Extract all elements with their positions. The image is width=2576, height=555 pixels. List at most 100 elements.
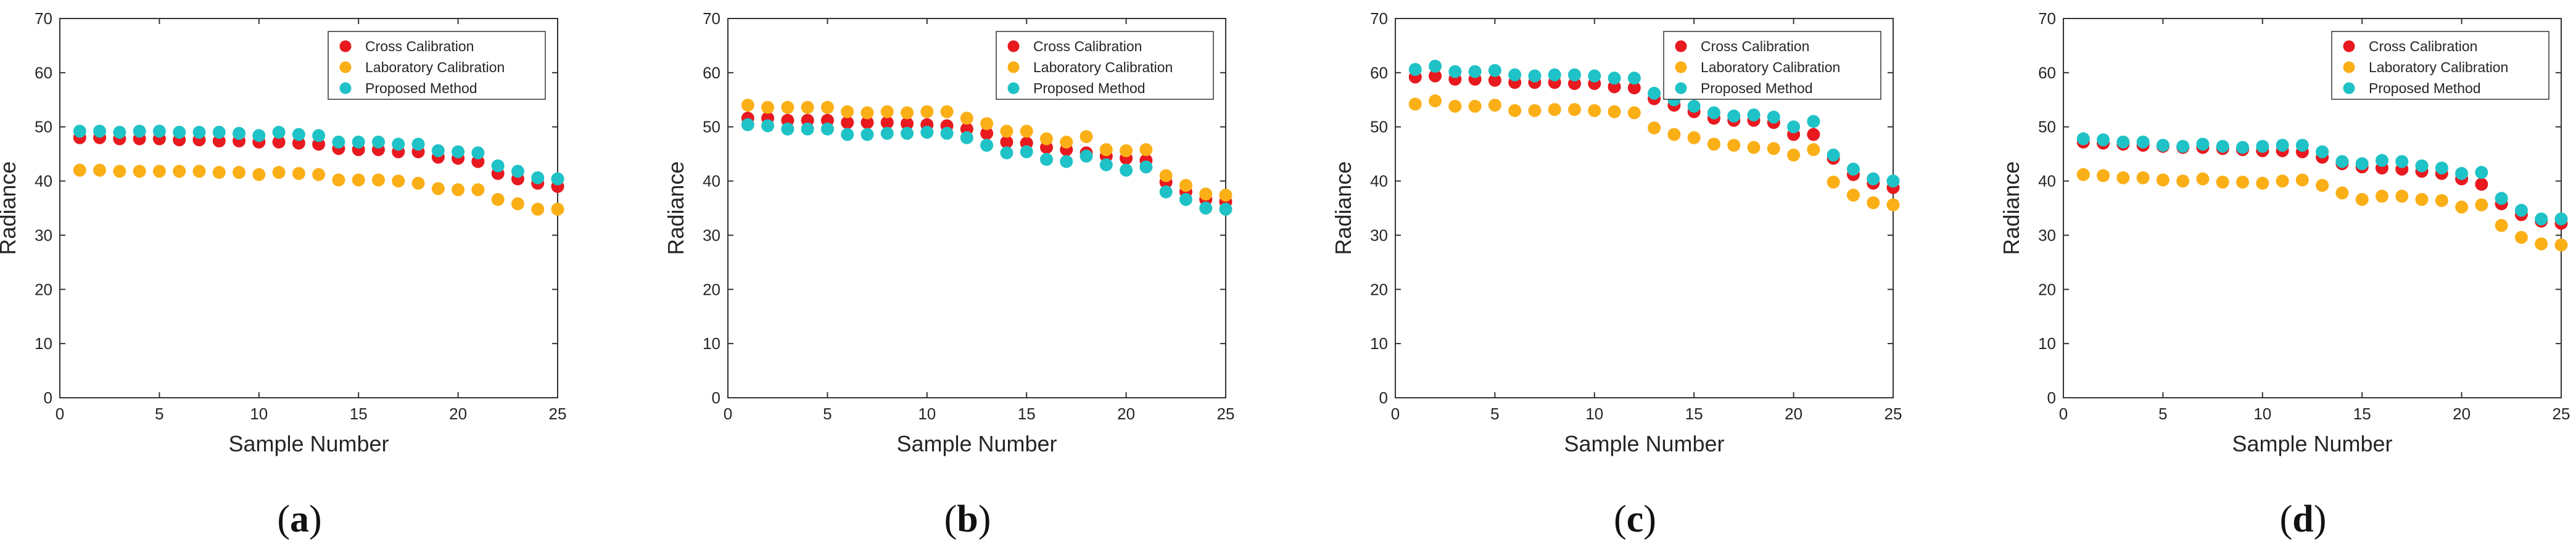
data-point-lab (471, 183, 485, 197)
x-tick-label: 20 (2453, 405, 2471, 423)
y-tick-label: 0 (44, 388, 52, 407)
legend-box (2331, 31, 2549, 100)
y-tick-label: 10 (703, 334, 720, 353)
data-point-lab (192, 165, 206, 178)
data-point-lab (332, 173, 345, 187)
data-point-lab (2295, 173, 2309, 187)
data-point-lab (841, 105, 854, 118)
x-tick-label: 20 (1117, 405, 1135, 423)
data-point-lab (1627, 106, 1641, 120)
data-point-lab (1667, 128, 1681, 141)
y-tick-label: 30 (35, 226, 52, 244)
data-point-lab (2176, 175, 2190, 188)
data-point-lab (113, 165, 126, 178)
data-point-proposed (2136, 135, 2150, 149)
data-point-proposed (1219, 202, 1232, 216)
data-point-lab (93, 163, 107, 177)
data-point-lab (2495, 219, 2508, 232)
data-point-lab (312, 168, 326, 181)
legend-label: Laboratory Calibration (2369, 59, 2508, 75)
data-point-lab (820, 101, 834, 114)
data-point-cross (901, 117, 914, 130)
panel-caption: (d) (2280, 498, 2327, 540)
data-point-proposed (1886, 175, 1900, 188)
legend-label: Proposed Method (1701, 80, 1813, 96)
data-point-proposed (73, 125, 86, 138)
data-point-lab (1727, 139, 1741, 152)
data-point-proposed (352, 135, 365, 149)
data-point-cross (861, 116, 874, 130)
data-point-proposed (1747, 108, 1761, 121)
data-point-lab (2216, 175, 2229, 189)
x-tick-label: 0 (724, 405, 732, 423)
data-point-lab (761, 101, 775, 114)
data-point-proposed (2435, 161, 2448, 175)
legend-marker-cross (2343, 40, 2355, 52)
data-point-proposed (192, 126, 206, 139)
y-tick-label: 50 (35, 118, 52, 136)
data-point-proposed (431, 144, 445, 157)
data-point-proposed (491, 159, 505, 173)
x-axis-label: Sample Number (228, 431, 389, 456)
data-point-proposed (2415, 159, 2429, 173)
data-point-lab (1039, 132, 1053, 146)
caption-paren-close: ) (1643, 498, 1656, 540)
data-point-proposed (2554, 212, 2568, 226)
data-point-proposed (1408, 63, 1422, 76)
data-point-lab (861, 106, 874, 120)
data-point-lab (292, 166, 305, 180)
data-point-proposed (392, 138, 405, 151)
data-point-proposed (551, 172, 564, 186)
data-point-lab (551, 202, 564, 216)
data-point-proposed (2176, 139, 2190, 153)
data-point-proposed (1548, 68, 1561, 81)
plot-frame (2063, 18, 2562, 398)
data-point-proposed (2475, 166, 2488, 179)
data-point-proposed (801, 122, 814, 136)
data-point-proposed (2535, 212, 2548, 226)
x-tick-label: 25 (1885, 405, 1902, 423)
data-point-proposed (272, 126, 286, 139)
data-point-lab (491, 192, 505, 206)
data-point-lab (741, 99, 754, 112)
legend-marker-lab (1675, 61, 1687, 73)
data-point-proposed (173, 126, 186, 139)
y-tick-label: 0 (712, 388, 720, 407)
data-point-proposed (1099, 158, 1113, 171)
data-point-lab (940, 105, 954, 118)
caption-letter: c (1627, 498, 1644, 540)
data-point-proposed (152, 125, 166, 138)
data-point-proposed (1429, 59, 1442, 73)
data-point-proposed (1807, 115, 1820, 128)
data-point-proposed (1588, 69, 1601, 83)
x-tick-label: 25 (2553, 405, 2570, 423)
y-tick-label: 10 (35, 334, 52, 353)
x-axis-label: Sample Number (896, 431, 1057, 456)
data-point-lab (1767, 142, 1780, 155)
data-point-lab (2236, 175, 2250, 189)
y-tick-label: 10 (2038, 334, 2056, 353)
data-point-lab (2276, 175, 2289, 188)
panel-caption: (c) (1614, 498, 1656, 540)
data-point-lab (1099, 143, 1113, 157)
legend-box (996, 31, 1214, 100)
data-point-lab (531, 202, 545, 216)
data-point-proposed (471, 146, 485, 160)
chart-panel-b: 0 10 20 30 40 50 60 70 0 5 10 15 20 25 Sample Number Ra… (663, 9, 1234, 540)
data-point-proposed (1139, 160, 1153, 174)
data-point-lab (2097, 169, 2110, 183)
y-tick-label: 40 (703, 172, 720, 191)
data-point-lab (2415, 192, 2429, 206)
x-tick-label: 15 (1018, 405, 1036, 423)
data-point-lab (2316, 179, 2329, 192)
y-tick-label: 0 (2047, 388, 2056, 407)
data-point-lab (511, 197, 524, 210)
legend-marker-cross (339, 40, 352, 52)
y-axis-label: Radiance (1331, 161, 1356, 255)
legend-marker-proposed (339, 82, 352, 94)
data-point-proposed (2395, 155, 2409, 168)
x-tick-label: 5 (1490, 405, 1499, 423)
data-point-proposed (1528, 69, 1542, 83)
data-point-lab (352, 173, 365, 187)
data-point-proposed (1080, 149, 1093, 163)
